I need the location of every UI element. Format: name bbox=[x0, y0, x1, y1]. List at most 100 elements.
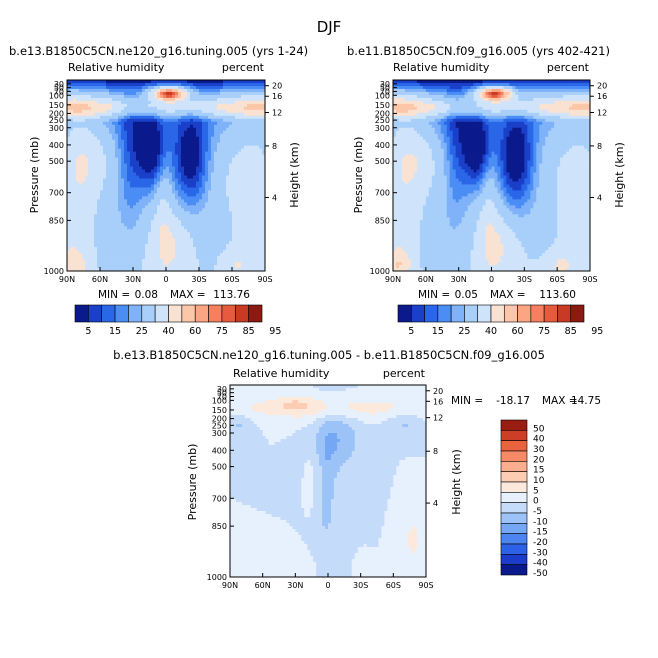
field-cell bbox=[247, 109, 251, 114]
field-cell bbox=[199, 145, 203, 149]
field-cell bbox=[172, 232, 176, 236]
field-cell bbox=[253, 226, 257, 230]
field-cell bbox=[238, 199, 242, 203]
field-cell bbox=[259, 130, 263, 135]
field-cell bbox=[193, 262, 197, 266]
field-cell bbox=[461, 82, 465, 87]
field-cell bbox=[223, 91, 227, 96]
field-cell bbox=[91, 145, 95, 149]
field-cell bbox=[79, 256, 83, 260]
field-cell bbox=[211, 82, 215, 87]
field-cell bbox=[437, 94, 442, 99]
field-cell bbox=[214, 196, 218, 200]
field-cell bbox=[211, 97, 215, 102]
field-cell bbox=[518, 103, 522, 108]
field-cell bbox=[217, 205, 221, 209]
field-cell bbox=[115, 199, 119, 203]
field-cell bbox=[190, 205, 194, 209]
field-cell bbox=[88, 241, 92, 245]
field-cell bbox=[160, 193, 164, 197]
field-cell bbox=[73, 172, 77, 176]
field-cell bbox=[226, 214, 230, 218]
field-cell bbox=[395, 109, 400, 114]
field-cell bbox=[79, 163, 83, 167]
field-cell bbox=[220, 142, 224, 146]
field-cell bbox=[103, 121, 107, 126]
field-cell bbox=[79, 130, 83, 135]
field-cell bbox=[220, 94, 224, 99]
field-cell bbox=[85, 157, 89, 161]
field-cell bbox=[133, 88, 137, 93]
field-cell bbox=[142, 115, 146, 120]
field-cell bbox=[121, 85, 125, 90]
field-cell bbox=[76, 115, 80, 120]
field-cell bbox=[232, 229, 236, 233]
field-cell bbox=[82, 190, 86, 194]
field-cell bbox=[223, 172, 227, 176]
field-cell bbox=[73, 127, 77, 132]
field-cell bbox=[91, 136, 95, 141]
field-cell bbox=[467, 97, 471, 102]
field-cell bbox=[211, 169, 215, 173]
field-cell bbox=[175, 154, 179, 158]
field-cell bbox=[139, 190, 143, 194]
field-cell bbox=[398, 85, 403, 90]
field-cell bbox=[256, 178, 260, 182]
field-cell bbox=[166, 82, 170, 87]
field-cell bbox=[157, 163, 161, 167]
field-cell bbox=[118, 265, 122, 269]
field-cell bbox=[410, 80, 415, 84]
field-cell bbox=[67, 259, 71, 263]
field-cell bbox=[175, 238, 179, 242]
field-cell bbox=[262, 136, 266, 141]
field-cell bbox=[76, 184, 80, 188]
field-cell bbox=[202, 151, 206, 155]
field-cell bbox=[133, 154, 137, 158]
field-cell bbox=[130, 229, 134, 233]
field-cell bbox=[431, 100, 436, 105]
field-cell bbox=[187, 142, 191, 146]
field-cell bbox=[199, 220, 203, 224]
field-cell bbox=[241, 235, 245, 239]
field-cell bbox=[214, 241, 218, 245]
field-cell bbox=[82, 118, 86, 123]
field-cell bbox=[172, 250, 176, 254]
field-cell bbox=[67, 238, 71, 242]
field-cell bbox=[124, 115, 128, 120]
field-cell bbox=[184, 247, 188, 251]
field-cell bbox=[560, 85, 564, 90]
field-cell bbox=[187, 136, 191, 141]
field-cell bbox=[232, 214, 236, 218]
field-cell bbox=[256, 187, 260, 191]
field-cell bbox=[76, 133, 80, 138]
field-cell bbox=[241, 196, 245, 200]
field-cell bbox=[187, 226, 191, 230]
field-cell bbox=[85, 118, 89, 123]
field-cell bbox=[148, 208, 152, 212]
field-cell bbox=[262, 238, 266, 242]
field-cell bbox=[431, 82, 436, 87]
field-cell bbox=[190, 199, 194, 203]
field-cell bbox=[232, 172, 236, 176]
field-cell bbox=[214, 97, 218, 102]
field-cell bbox=[112, 91, 116, 96]
field-cell bbox=[178, 190, 182, 194]
field-cell bbox=[253, 268, 257, 272]
field-cell bbox=[88, 205, 92, 209]
field-cell bbox=[250, 223, 254, 227]
field-cell bbox=[145, 163, 149, 167]
field-cell bbox=[223, 130, 227, 135]
field-cell bbox=[106, 106, 110, 111]
field-cell bbox=[139, 169, 143, 173]
field-cell bbox=[175, 244, 179, 248]
field-cell bbox=[193, 94, 197, 99]
field-cell bbox=[169, 253, 173, 257]
field-cell bbox=[235, 211, 239, 215]
field-cell bbox=[196, 109, 200, 114]
field-cell bbox=[166, 184, 170, 188]
field-cell bbox=[172, 118, 176, 123]
field-cell bbox=[115, 154, 119, 158]
field-cell bbox=[166, 187, 170, 191]
field-cell bbox=[515, 91, 519, 96]
field-cell bbox=[193, 118, 197, 123]
